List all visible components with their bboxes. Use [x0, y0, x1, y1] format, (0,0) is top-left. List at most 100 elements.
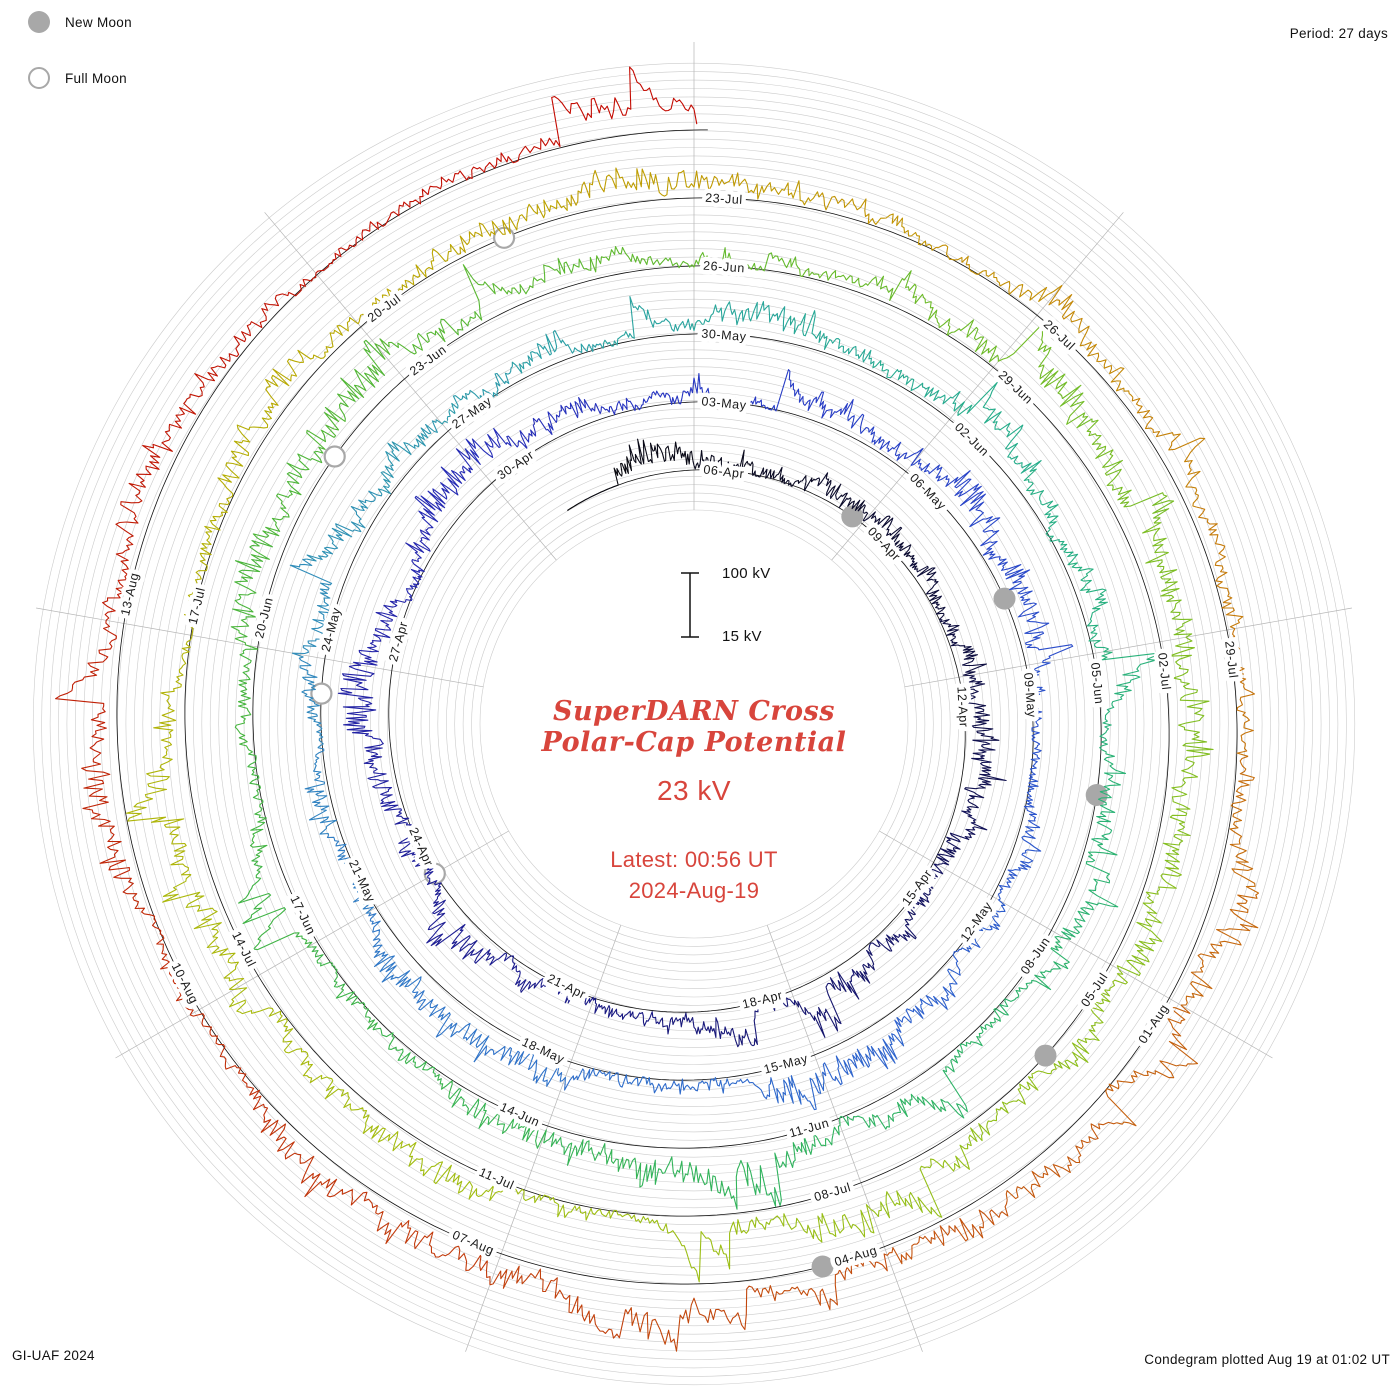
- trace-segment: [641, 1156, 749, 1210]
- trace-segment: [1061, 843, 1119, 940]
- trace-segment: [751, 1204, 875, 1243]
- trace-segment: [799, 268, 912, 302]
- credit-label: GI-UAF 2024: [12, 1348, 95, 1363]
- full-moon-marker: [310, 682, 333, 705]
- trace-segment: [372, 1027, 453, 1100]
- trace-segment: [459, 935, 527, 987]
- trace-segment: [306, 339, 386, 450]
- new-moon-marker: [811, 1255, 834, 1278]
- full-moon-marker: [323, 445, 346, 468]
- baseline-spiral: [116, 129, 1238, 1285]
- trace-segment: [1142, 522, 1193, 638]
- trace-segment: [473, 1045, 566, 1087]
- trace-segment: [602, 295, 693, 349]
- date-label: 05-Jun: [1088, 662, 1106, 705]
- trace-segment: [551, 66, 695, 148]
- trace-segment: [1162, 753, 1211, 870]
- new-moon-marker: [1085, 784, 1108, 806]
- date-label: 02-Jun: [952, 420, 992, 459]
- trace-segment: [247, 751, 268, 857]
- trace-segment: [1067, 557, 1109, 650]
- date-label: 11-Jul: [477, 1165, 516, 1192]
- new-moon-label: New Moon: [65, 14, 132, 30]
- date-label: 23-Jul: [705, 191, 743, 207]
- trace-segment: [910, 458, 986, 512]
- trace-segment: [337, 664, 383, 743]
- moon-legend: New Moon Full Moon: [28, 11, 132, 89]
- trace-segment: [304, 747, 337, 836]
- date-label: 10-Aug: [169, 961, 201, 1006]
- trace-segment: [394, 811, 434, 878]
- trace-segment: [839, 1093, 947, 1130]
- trace-segment: [238, 855, 313, 951]
- trace-segment: [464, 417, 547, 465]
- trace-segment: [652, 1077, 738, 1095]
- trace-segment: [1009, 582, 1074, 663]
- trace-segment: [357, 243, 459, 325]
- trace-segment: [847, 413, 924, 466]
- grid-spoke: [904, 607, 1352, 688]
- grid-spoke: [36, 607, 484, 688]
- trace-segment: [692, 449, 754, 473]
- trace-segment: [872, 360, 961, 412]
- trace-segment: [374, 300, 483, 360]
- trace-segment: [265, 317, 359, 409]
- trace-segment: [794, 968, 860, 1038]
- trace-segment: [1048, 284, 1134, 398]
- trace-segment: [969, 510, 1031, 584]
- trace-segment: [999, 935, 1072, 1016]
- trace-segment: [375, 1205, 491, 1285]
- trace-segment: [326, 835, 374, 914]
- trace-segment: [1005, 1121, 1117, 1201]
- trace-segment: [908, 283, 999, 363]
- trace-segment: [581, 456, 633, 503]
- trace-segment: [228, 987, 323, 1084]
- trace-segment: [635, 1215, 753, 1283]
- full-moon-icon: [28, 67, 50, 89]
- new-moon-marker: [1034, 1044, 1057, 1067]
- trace-segment: [904, 863, 944, 926]
- legend-row-new-moon: New Moon: [28, 11, 132, 33]
- trace-segment: [658, 1012, 731, 1040]
- trace-segment: [855, 924, 917, 984]
- trace-segment: [405, 527, 431, 602]
- trace-segment: [523, 1190, 637, 1222]
- trace-segment: [426, 877, 471, 950]
- trace-segment: [583, 245, 693, 273]
- trace-segment: [457, 197, 572, 255]
- date-label: 02-Jul: [1155, 652, 1173, 691]
- date-label: 29-Jul: [1222, 640, 1240, 679]
- date-label: 26-Jun: [703, 259, 746, 276]
- trace-segment: [997, 826, 1042, 900]
- trace-segment: [1229, 755, 1259, 894]
- trace-segment: [127, 893, 194, 1016]
- trace-segment: [102, 482, 146, 621]
- date-label: 24-May: [319, 606, 344, 653]
- trace-segment: [894, 968, 961, 1033]
- trace-segment: [1029, 662, 1051, 745]
- trace-segment: [414, 448, 473, 529]
- trace-segment: [1168, 636, 1214, 755]
- date-label: 13-Aug: [118, 571, 142, 617]
- trace-segment: [230, 537, 274, 650]
- trace-segment: [81, 759, 134, 895]
- date-label: 12-Apr: [954, 686, 971, 728]
- trace-segment: [435, 366, 513, 425]
- trace-segment: [412, 990, 490, 1063]
- trace-segment: [1180, 892, 1260, 1006]
- trace-segment: [693, 109, 698, 125]
- date-label: 07-Aug: [450, 1228, 496, 1258]
- trace-segment: [746, 1118, 841, 1208]
- date-label: 27-May: [449, 394, 494, 432]
- trace-segment: [489, 1265, 627, 1339]
- full-moon-label: Full Moon: [65, 70, 127, 86]
- grid-spoke: [831, 212, 1124, 561]
- trace-segment: [564, 1068, 654, 1091]
- trace-segment: [886, 1200, 1009, 1265]
- period-label: Period: 27 days: [1289, 26, 1388, 41]
- trace-segment: [135, 366, 218, 488]
- trace-segment: [363, 741, 403, 813]
- trace-segment: [368, 912, 422, 993]
- trace-segment: [546, 396, 619, 436]
